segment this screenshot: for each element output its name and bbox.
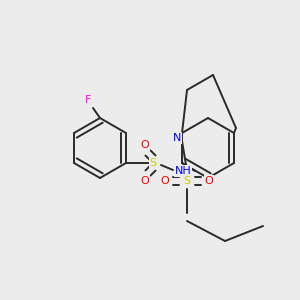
Text: O: O — [205, 176, 213, 186]
Text: F: F — [85, 95, 91, 105]
Text: S: S — [149, 158, 157, 168]
Text: NH: NH — [175, 166, 191, 176]
Text: S: S — [184, 176, 190, 186]
Text: O: O — [160, 176, 169, 186]
Text: N: N — [173, 133, 181, 143]
Text: O: O — [141, 176, 149, 186]
Text: O: O — [141, 140, 149, 150]
